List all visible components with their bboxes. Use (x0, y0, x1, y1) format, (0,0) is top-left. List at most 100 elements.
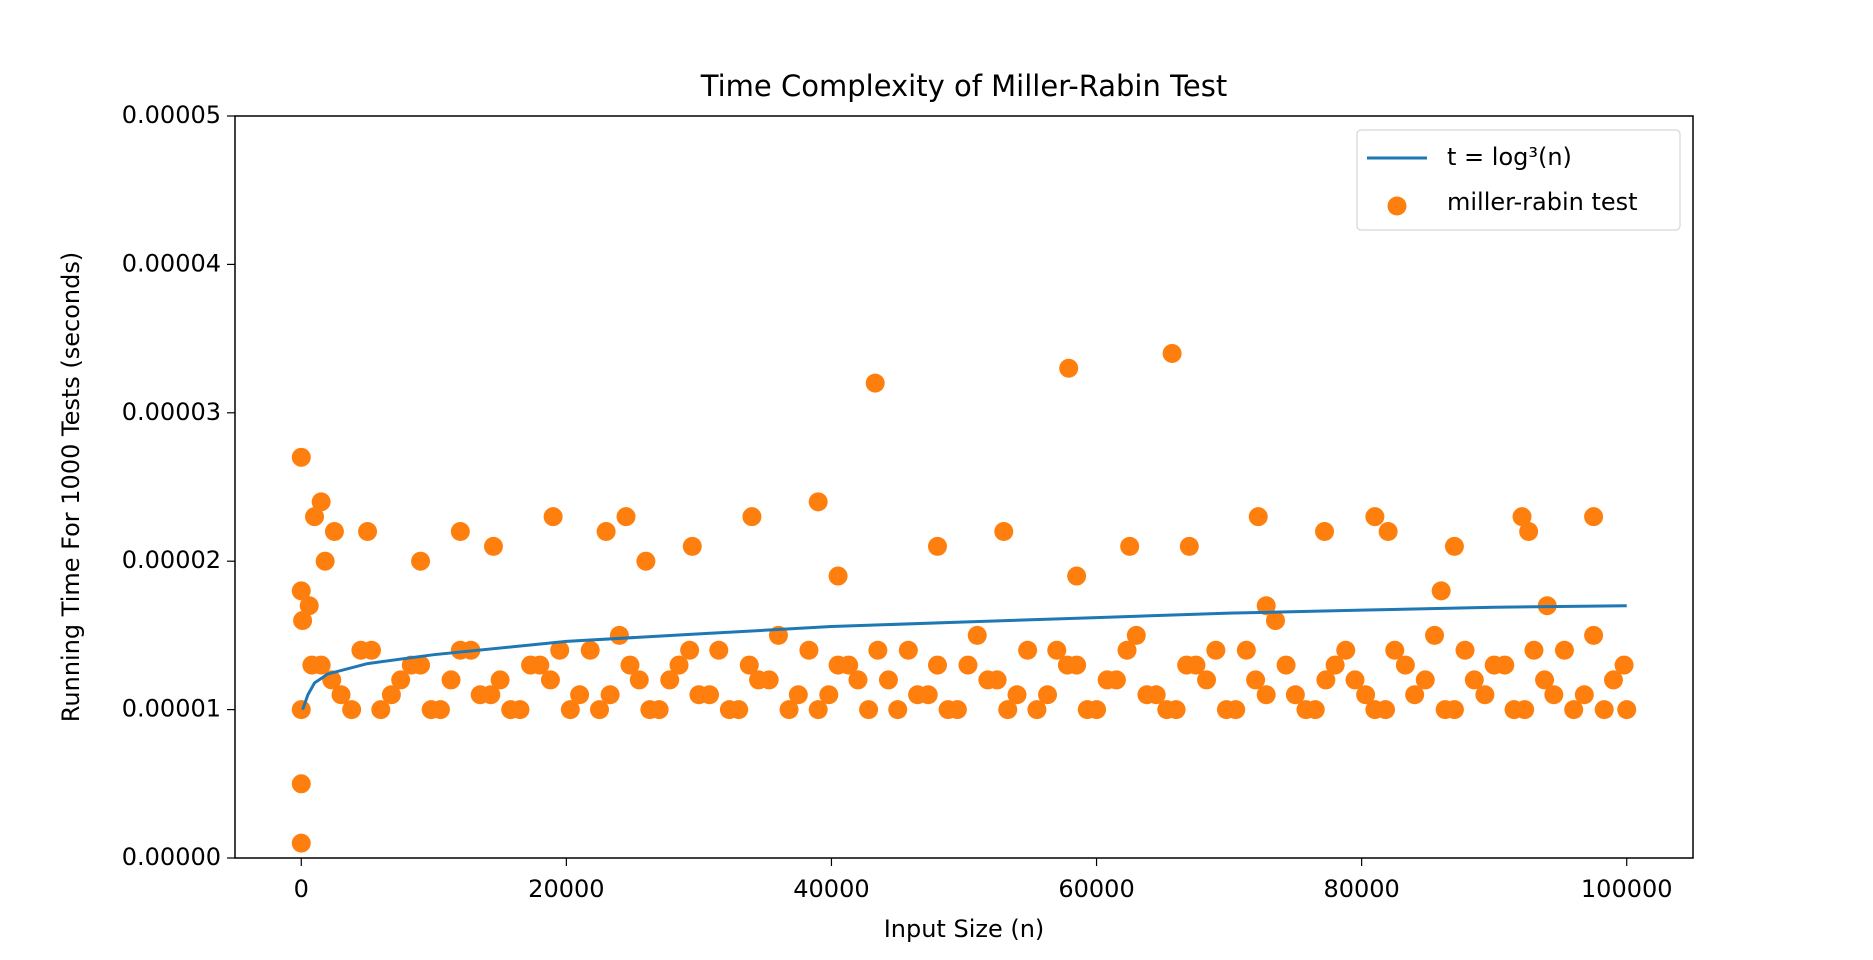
scatter-point (1256, 596, 1276, 616)
scatter-point (819, 685, 839, 705)
legend-box (1356, 129, 1681, 231)
scatter-point (1375, 700, 1395, 720)
scatter-point (441, 670, 461, 690)
scatter-point (1524, 640, 1544, 660)
scatter-point (291, 700, 311, 720)
scatter-point (1285, 685, 1305, 705)
scatter-point (865, 373, 885, 393)
scatter-point (719, 700, 739, 720)
scatter-point (1059, 358, 1079, 378)
legend-marker (1387, 196, 1407, 216)
scatter-point (490, 670, 510, 690)
y-tick-label: 0.00003 (122, 398, 221, 426)
scatter-point (358, 522, 378, 542)
y-tick-label: 0.00005 (122, 101, 221, 129)
y-tick-label: 0.00004 (122, 249, 221, 277)
scatter-point (680, 640, 700, 660)
scatter-point (550, 640, 570, 660)
scatter-point (1365, 507, 1385, 527)
x-tick-label: 20000 (528, 875, 604, 903)
scatter-point (1120, 536, 1140, 556)
scatter-point (391, 670, 411, 690)
scatter-point (629, 670, 649, 690)
scatter-point (1594, 700, 1614, 720)
scatter-point (918, 685, 938, 705)
scatter-point (1315, 522, 1335, 542)
scatter-point (1603, 670, 1623, 690)
scatter-point (1007, 685, 1027, 705)
scatter-point (1216, 700, 1236, 720)
scatter-point (898, 640, 918, 660)
scatter-point (682, 536, 702, 556)
scatter-point (293, 611, 313, 631)
scatter-point (888, 700, 908, 720)
scatter-point (1564, 700, 1584, 720)
scatter-point (1162, 343, 1182, 363)
y-tick-label: 0.00001 (122, 695, 221, 723)
scatter-point (1378, 522, 1398, 542)
scatter-point (1276, 655, 1296, 675)
scatter-point (1345, 670, 1365, 690)
scatter-point (878, 670, 898, 690)
scatter-point (958, 655, 978, 675)
scatter-point (1512, 507, 1532, 527)
scatter-point (1038, 685, 1058, 705)
scatter-point (1047, 640, 1067, 660)
scatter-point (600, 685, 620, 705)
scatter-point (994, 522, 1014, 542)
scatter-point (1395, 655, 1415, 675)
scatter-point (381, 685, 401, 705)
scatter-point (978, 670, 998, 690)
scatter-point (1246, 670, 1266, 690)
scatter-point (839, 655, 859, 675)
scatter-point (636, 551, 656, 571)
scatter-point (779, 700, 799, 720)
scatter-point (1405, 685, 1425, 705)
scatter-point (481, 685, 501, 705)
scatter-point (1617, 700, 1637, 720)
legend-label: t = log³(n) (1447, 143, 1572, 171)
scatter-point (302, 655, 322, 675)
scatter-point (311, 492, 331, 512)
scatter-point (1296, 700, 1316, 720)
scatter-point (1356, 685, 1376, 705)
scatter-point (927, 536, 947, 556)
scatter-point (616, 507, 636, 527)
scatter-point (998, 700, 1018, 720)
scatter-point (1248, 507, 1268, 527)
scatter-point (331, 685, 351, 705)
scatter-point (421, 700, 441, 720)
scatter-point (1544, 685, 1564, 705)
scatter-point (299, 596, 319, 616)
scatter-point (1415, 670, 1435, 690)
scatter-point (799, 640, 819, 660)
scatter-point (324, 522, 344, 542)
scatter-point (371, 700, 391, 720)
scatter-point (483, 536, 503, 556)
y-tick-label: 0.00000 (122, 843, 221, 871)
scatter-point (1157, 700, 1177, 720)
x-tick-label: 80000 (1323, 875, 1399, 903)
scatter-point (669, 655, 689, 675)
scatter-point (1444, 536, 1464, 556)
scatter-point (411, 551, 431, 571)
scatter-point (1097, 670, 1117, 690)
scatter-point (1236, 640, 1256, 660)
scatter-point (1177, 655, 1197, 675)
x-tick-label: 40000 (793, 875, 869, 903)
scatter-point (580, 640, 600, 660)
scatter-point (640, 700, 660, 720)
scatter-point (1197, 670, 1217, 690)
scatter-point (859, 700, 879, 720)
scatter-point (291, 447, 311, 467)
scatter-point (1431, 581, 1451, 601)
scatter-point (0, 670, 10, 689)
chart-title: Time Complexity of Miller-Rabin Test (700, 69, 1227, 103)
scatter-point (620, 655, 640, 675)
scatter-point (1554, 640, 1574, 660)
scatter-point (1464, 670, 1484, 690)
scatter-point (938, 700, 958, 720)
scatter-point (709, 640, 729, 660)
scatter-point (927, 655, 947, 675)
